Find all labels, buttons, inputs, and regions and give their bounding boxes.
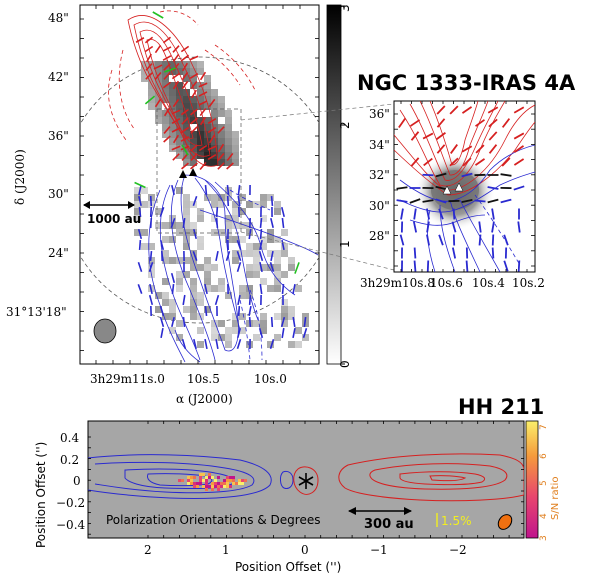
polarization-detections: [178, 473, 247, 491]
source-title-hh211: HH 211: [458, 395, 544, 419]
protostar-marker: [298, 473, 314, 489]
y-axis-label: δ (J2000): [13, 149, 27, 205]
inset-x-tick-label: 3h29m10s.8: [360, 276, 435, 290]
x-tick-label: 10s.5: [187, 372, 220, 386]
main-map: 1000 au 48" 42" 36" 30" 24" 31°13'18" 3h…: [6, 4, 320, 406]
x-tick-label: 2: [144, 543, 152, 557]
y-tick-label: 30": [48, 187, 69, 201]
source-title-ngc1333: NGC 1333-IRAS 4A: [357, 71, 576, 95]
intensity-colorbar: 0 1 2 3: [326, 4, 352, 368]
protostar-marker: [189, 168, 197, 176]
hh211-map: Polarization Orientations & Degrees 300 …: [34, 420, 525, 574]
x-tick-label: 1: [222, 543, 230, 557]
protostar-marker: [179, 170, 187, 178]
polarization-vectors: [134, 11, 308, 350]
inset-x-tick-label: 10s.6: [430, 276, 463, 290]
colorbar-tick: 3: [338, 4, 352, 12]
x-tick-label: 3h29m11s.0: [90, 372, 165, 386]
y-tick-label: 48": [48, 11, 69, 25]
scale-bar-label: 300 au: [364, 517, 414, 532]
polarization-scale-label: 1.5%: [441, 514, 472, 528]
colorbar-tick: 0: [338, 360, 352, 368]
y-tick-label: 0.4: [60, 431, 79, 445]
beam-ellipse: [497, 514, 513, 530]
inset-y-tick-label: 32": [369, 168, 390, 182]
colorbar-tick: 2: [338, 121, 352, 129]
x-tick-label: 0: [301, 543, 309, 557]
redshifted-outflow-contours: [108, 10, 256, 167]
x-tick-label: −2: [449, 543, 467, 557]
y-tick-label: 31°13'18": [6, 305, 67, 319]
y-tick-label: 36": [48, 129, 69, 143]
x-tick-label: 10s.0: [254, 372, 287, 386]
x-axis-label: α (J2000): [176, 392, 233, 406]
scale-bar: 1000 au: [83, 201, 141, 226]
x-tick-label: −1: [370, 543, 388, 557]
beam-ellipse: [93, 318, 117, 344]
colorbar-tick: 6: [539, 453, 549, 459]
y-tick-label: −0.4: [56, 518, 86, 532]
colorbar-label: S/N ratio: [550, 477, 561, 520]
colorbar-tick: 7: [539, 424, 549, 430]
sn-colorbar: 3 4 5 6 7 S/N ratio: [525, 420, 561, 541]
x-axis-label: Position Offset (''): [235, 560, 341, 574]
field-of-view-circle: [80, 56, 319, 324]
colorbar-tick: 5: [539, 480, 549, 486]
redshifted-jet-contours: [293, 453, 524, 502]
y-axis-label: Position Offset (''): [34, 442, 48, 548]
scale-bar-label: 1000 au: [87, 212, 141, 226]
inset-y-tick-label: 30": [369, 199, 390, 213]
inset-x-tick-label: 10s.4: [472, 276, 505, 290]
colorbar-tick: 3: [539, 535, 549, 541]
y-tick-label: 24": [48, 246, 69, 260]
inset-region-box: [156, 108, 242, 234]
y-tick-label: 0.2: [60, 453, 79, 467]
colorbar-tick: 1: [338, 240, 352, 248]
polarization-legend-text: Polarization Orientations & Degrees: [106, 513, 320, 527]
inset-x-tick-label: 10s.2: [512, 276, 545, 290]
inset-y-tick-label: 34": [369, 138, 390, 152]
y-tick-label: 0: [73, 474, 81, 488]
inset-map: 36" 34" 32" 30" 28" 3h29m10s.8 10s.6 10s…: [360, 100, 545, 290]
y-tick-label: −0.2: [56, 496, 85, 510]
inset-y-tick-label: 36": [369, 107, 390, 121]
scale-bar: 300 au: [348, 507, 414, 532]
inset-y-tick-label: 28": [369, 229, 390, 243]
colorbar-tick: 4: [539, 513, 549, 519]
y-tick-label: 42": [48, 70, 69, 84]
